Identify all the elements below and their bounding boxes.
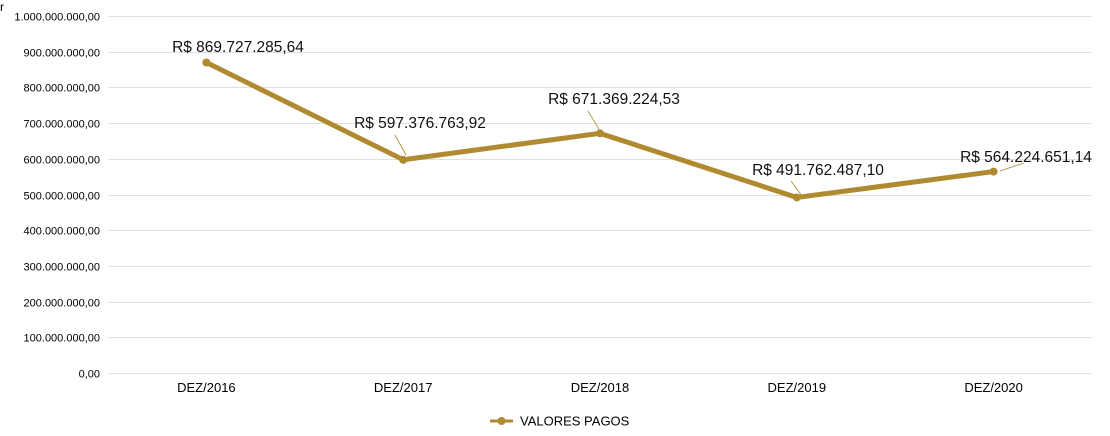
- y-tick-label: 1.000.000.000,00: [14, 12, 100, 24]
- legend-label[interactable]: VALORES PAGOS: [520, 414, 630, 429]
- label-leader-line: [999, 162, 1025, 172]
- x-tick-label: DEZ/2018: [571, 380, 630, 395]
- y-tick-label: 300.000.000,00: [24, 262, 100, 274]
- y-axis: 0,00 100.000.000,00 200.000.000,00 300.000.…: [14, 12, 100, 381]
- y-tick-label: 900.000.000,00: [24, 48, 100, 60]
- data-point-marker: [202, 58, 211, 67]
- y-tick-label: 100.000.000,00: [24, 333, 100, 345]
- y-tick-label: 0,00: [79, 369, 100, 381]
- legend-marker-icon: [497, 417, 506, 425]
- data-point-marker: [989, 167, 998, 176]
- x-tick-label: DEZ/2016: [177, 380, 236, 395]
- data-label: R$ 869.727.285,64: [172, 39, 304, 56]
- data-point-marker: [596, 129, 604, 138]
- corner-glyph: r: [0, 0, 4, 14]
- y-tick-label: 400.000.000,00: [24, 226, 100, 238]
- x-tick-label: DEZ/2020: [964, 380, 1023, 395]
- data-point-marker: [399, 155, 408, 164]
- y-tick-label: 600.000.000,00: [24, 155, 100, 167]
- y-tick-label: 800.000.000,00: [24, 83, 100, 95]
- label-leader-line: [587, 110, 601, 132]
- y-tick-label: 500.000.000,00: [24, 191, 100, 203]
- x-axis: DEZ/2016 DEZ/2017 DEZ/2018 DEZ/2019 DEZ/2020: [177, 380, 1023, 395]
- data-labels: R$ 869.727.285,64 R$ 597.376.763,92 R$ 671…: [172, 39, 1092, 197]
- label-leader-line: [790, 180, 803, 197]
- series-valores-pagos: [202, 58, 998, 202]
- legend: VALORES PAGOS: [490, 414, 630, 429]
- x-tick-label: DEZ/2017: [374, 380, 433, 395]
- data-label: R$ 491.762.487,10: [752, 162, 884, 179]
- y-tick-label: 200.000.000,00: [24, 298, 100, 310]
- data-label: R$ 671.369.224,53: [548, 91, 680, 108]
- label-leader-line: [394, 134, 407, 156]
- y-tick-label: 700.000.000,00: [24, 119, 100, 131]
- data-label: R$ 597.376.763,92: [354, 115, 486, 132]
- gridlines: [108, 16, 1092, 374]
- data-label: R$ 564.224.651,14: [960, 149, 1092, 166]
- data-point-marker: [792, 193, 801, 202]
- x-tick-label: DEZ/2019: [768, 380, 827, 395]
